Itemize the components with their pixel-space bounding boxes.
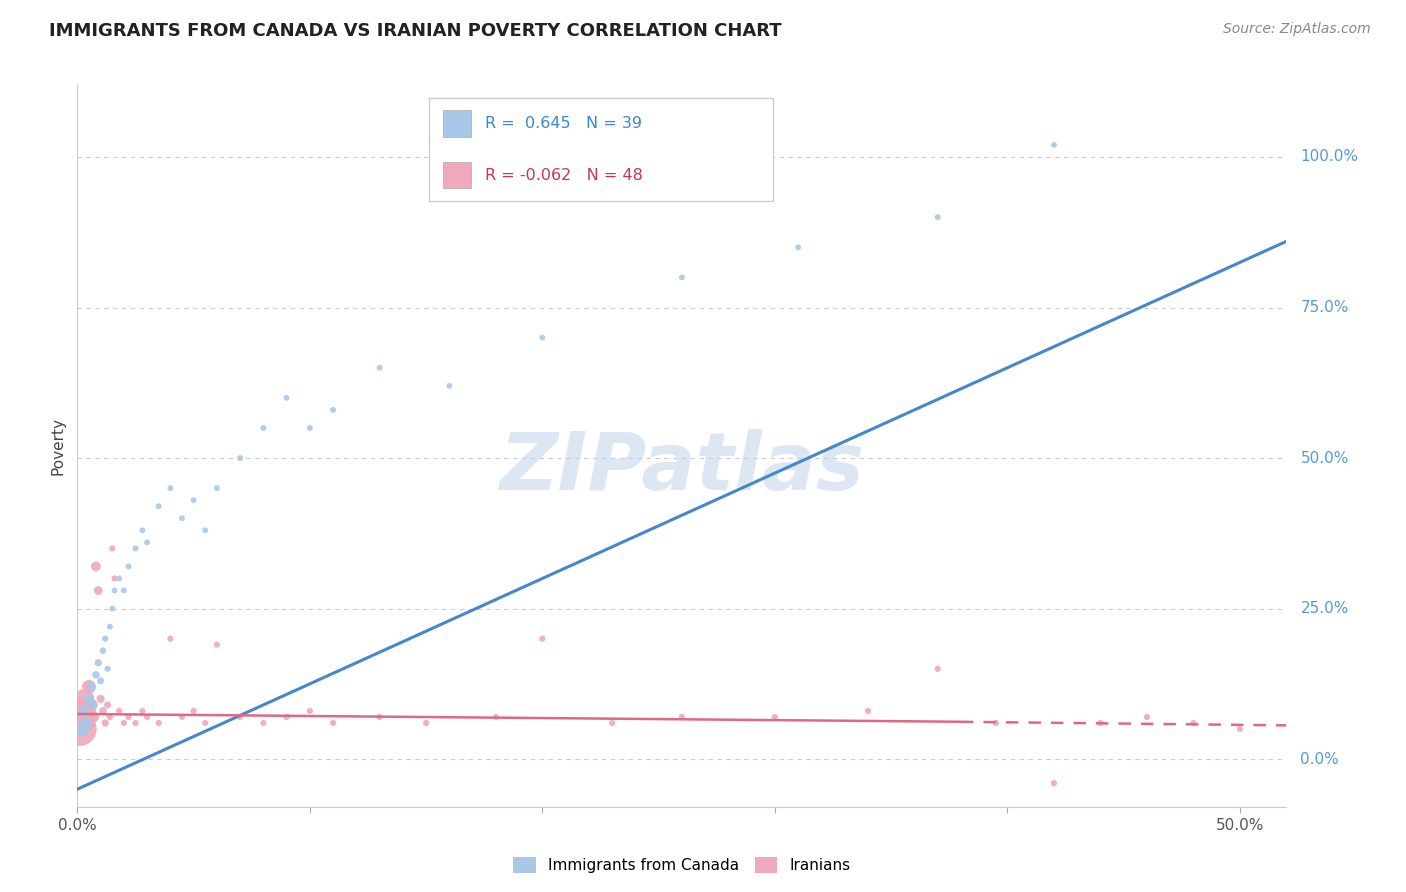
Point	[600, 715, 623, 730]
Point	[117, 710, 139, 724]
Text: 50.0%: 50.0%	[1301, 450, 1348, 466]
Point	[80, 680, 103, 694]
Point	[73, 704, 96, 718]
Legend: Immigrants from Canada, Iranians: Immigrants from Canada, Iranians	[508, 851, 856, 880]
Point	[94, 715, 117, 730]
Point	[98, 710, 121, 724]
Point	[77, 692, 100, 706]
Point	[103, 572, 125, 586]
Point	[90, 673, 112, 688]
Point	[70, 704, 93, 718]
Point	[90, 692, 112, 706]
Point	[131, 704, 153, 718]
Point	[76, 715, 98, 730]
Text: 100.0%: 100.0%	[1301, 150, 1358, 164]
Point	[1136, 710, 1159, 724]
Point	[131, 523, 153, 537]
Point	[671, 710, 693, 724]
Text: Source: ZipAtlas.com: Source: ZipAtlas.com	[1223, 22, 1371, 37]
Point	[1182, 715, 1205, 730]
Point	[322, 715, 344, 730]
Point	[763, 710, 786, 724]
Point	[84, 559, 107, 574]
Point	[84, 667, 107, 681]
Point	[194, 715, 217, 730]
Point	[87, 583, 110, 598]
Point	[194, 523, 217, 537]
Text: 25.0%: 25.0%	[1301, 601, 1348, 616]
Point	[159, 481, 181, 495]
Text: R =  0.645   N = 39: R = 0.645 N = 39	[485, 116, 643, 131]
Point	[96, 698, 118, 712]
Point	[787, 240, 810, 254]
Point	[80, 698, 103, 712]
Point	[1043, 776, 1066, 790]
Point	[205, 481, 228, 495]
Point	[856, 704, 879, 718]
Point	[252, 421, 274, 435]
Point	[124, 715, 146, 730]
Point	[112, 715, 135, 730]
Point	[252, 715, 274, 730]
Point	[531, 632, 554, 646]
Point	[298, 421, 321, 435]
Point	[101, 541, 124, 556]
Point	[108, 572, 131, 586]
Point	[76, 715, 98, 730]
Point	[322, 403, 344, 417]
Point	[136, 535, 159, 549]
Point	[170, 710, 193, 724]
Text: ZIPatlas: ZIPatlas	[499, 429, 865, 507]
Text: R = -0.062   N = 48: R = -0.062 N = 48	[485, 168, 643, 183]
Point	[439, 379, 461, 393]
Point	[96, 662, 118, 676]
Text: IMMIGRANTS FROM CANADA VS IRANIAN POVERTY CORRELATION CHART: IMMIGRANTS FROM CANADA VS IRANIAN POVERT…	[49, 22, 782, 40]
Point	[368, 710, 391, 724]
Point	[103, 583, 125, 598]
Text: 0.0%: 0.0%	[1301, 752, 1339, 766]
Point	[671, 270, 693, 285]
Point	[87, 656, 110, 670]
Point	[1229, 722, 1251, 736]
Point	[101, 601, 124, 615]
Point	[1090, 715, 1112, 730]
Point	[229, 451, 252, 466]
Point	[183, 493, 205, 508]
Point	[927, 211, 949, 225]
Point	[112, 583, 135, 598]
Point	[229, 710, 252, 724]
Point	[69, 722, 91, 736]
Point	[170, 511, 193, 525]
Point	[83, 698, 105, 712]
Point	[77, 680, 100, 694]
Point	[927, 662, 949, 676]
Y-axis label: Poverty: Poverty	[51, 417, 66, 475]
Point	[108, 704, 131, 718]
Point	[70, 722, 93, 736]
Point	[276, 710, 298, 724]
Point	[205, 638, 228, 652]
Point	[148, 500, 170, 514]
Point	[276, 391, 298, 405]
Text: 75.0%: 75.0%	[1301, 300, 1348, 315]
Point	[91, 704, 114, 718]
Point	[94, 632, 117, 646]
Point	[368, 360, 391, 375]
Point	[415, 715, 437, 730]
Point	[298, 704, 321, 718]
Point	[148, 715, 170, 730]
Point	[159, 632, 181, 646]
Point	[98, 619, 121, 633]
Point	[183, 704, 205, 718]
Point	[73, 692, 96, 706]
Point	[91, 644, 114, 658]
Point	[485, 710, 508, 724]
Point	[984, 715, 1007, 730]
Point	[531, 331, 554, 345]
Point	[83, 710, 105, 724]
Point	[124, 541, 146, 556]
Point	[117, 559, 139, 574]
Point	[136, 710, 159, 724]
Point	[1043, 138, 1066, 153]
